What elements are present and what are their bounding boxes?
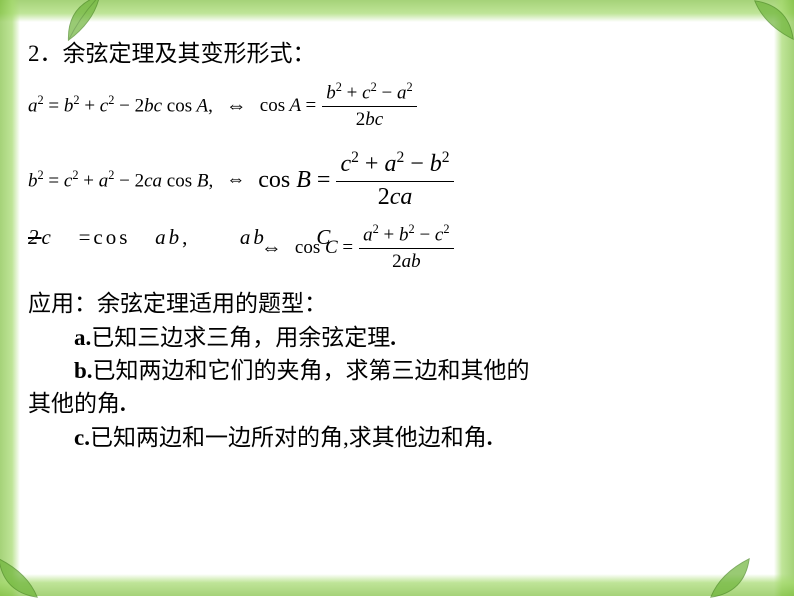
- application-item-b-cont: 其他的角.: [28, 387, 760, 420]
- iff-symbol: ⇔: [258, 235, 285, 260]
- section-heading: 2．余弦定理及其变形形式：: [28, 34, 760, 68]
- iff-symbol: ⇔: [223, 169, 248, 191]
- fraction: b2 + c2 − a2 2bc: [322, 80, 416, 131]
- formula-row-2: b2 = c2 + a2 − 2ca cos B, ⇔ cos B = c2 +…: [28, 149, 760, 211]
- iff-symbol: ⇔: [223, 93, 250, 118]
- formula-rhs: cos C = a2 + b2 − c2 2ab: [295, 222, 454, 273]
- formula-rhs-block: ⇔ cos C = a2 + b2 − c2 2ab: [28, 222, 760, 273]
- fraction: c2 + a2 − b2 2ca: [336, 149, 453, 211]
- formula-lhs: b2 = c2 + a2 − 2ca cos B,: [28, 168, 213, 192]
- formula-row-1: a2 = b2 + c2 − 2bc cos A, ⇔ cos A = b2 +…: [28, 80, 760, 131]
- formula-rhs: cos A = b2 + c2 − a2 2bc: [260, 80, 417, 131]
- slide-content: 2．余弦定理及其变形形式： a2 = b2 + c2 − 2bc cos A, …: [0, 0, 794, 596]
- formula-row-3: 2c =cos ab, ab C ⇔ cos C = a2 + b2 − c2 …: [28, 225, 760, 273]
- fraction: a2 + b2 − c2 2ab: [359, 222, 453, 273]
- application-item-b: b.已知两边和它们的夹角，求第三边和其他的: [28, 354, 760, 387]
- application-item-a: a.已知三边求三角，用余弦定理.: [28, 321, 760, 354]
- formula-lhs: a2 = b2 + c2 − 2bc cos A,: [28, 93, 213, 117]
- application-item-c: c.已知两边和一边所对的角,求其他边和角.: [28, 421, 760, 454]
- application-intro: 应用：余弦定理适用的题型：: [28, 287, 760, 320]
- application-block: 应用：余弦定理适用的题型： a.已知三边求三角，用余弦定理. b.已知两边和它们…: [28, 287, 760, 454]
- formula-rhs: cos B = c2 + a2 − b2 2ca: [258, 149, 453, 211]
